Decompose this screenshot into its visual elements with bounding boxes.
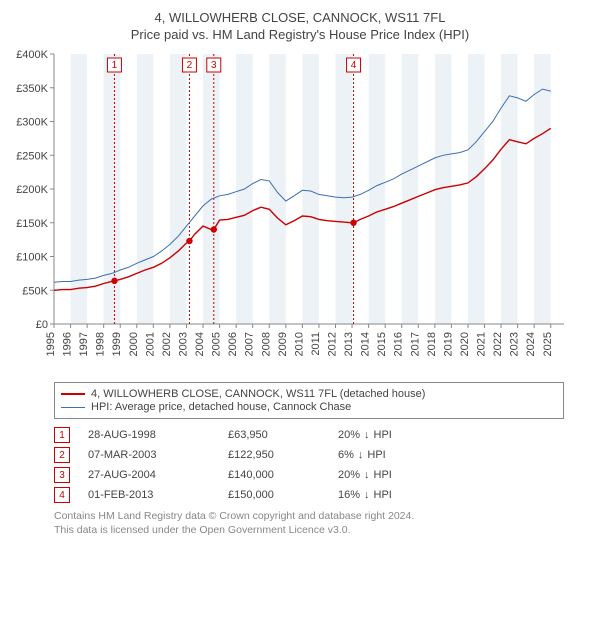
- chart-titles: 4, WILLOWHERB CLOSE, CANNOCK, WS11 7FL P…: [10, 10, 590, 42]
- svg-text:2010: 2010: [293, 332, 305, 356]
- legend: 4, WILLOWHERB CLOSE, CANNOCK, WS11 7FL (…: [54, 382, 564, 419]
- svg-text:2016: 2016: [393, 332, 405, 356]
- svg-text:£0: £0: [36, 319, 48, 331]
- arrow-down-icon: ↓: [358, 449, 364, 461]
- svg-text:2008: 2008: [260, 332, 272, 356]
- svg-text:2018: 2018: [426, 332, 438, 356]
- sale-marker-num: 1: [54, 427, 70, 443]
- sale-marker-num: 2: [54, 447, 70, 463]
- footer-line-2: This data is licensed under the Open Gov…: [54, 523, 564, 537]
- sale-marker-num: 3: [54, 467, 70, 483]
- svg-text:2024: 2024: [525, 332, 537, 356]
- legend-swatch: [61, 393, 85, 395]
- legend-swatch: [61, 407, 85, 408]
- chart: £0 £50K £100K £150K £200K £250K £300K £350K £400…: [10, 44, 590, 374]
- svg-text:2023: 2023: [509, 332, 521, 356]
- sale-date: 07-MAR-2003: [88, 449, 228, 461]
- sale-price: £122,950: [228, 449, 338, 461]
- title-subtitle: Price paid vs. HM Land Registry's House …: [10, 27, 590, 42]
- svg-text:2021: 2021: [476, 332, 488, 356]
- chart-container: { "titles": { "line1": "4, WILLOWHERB CL…: [0, 0, 600, 547]
- sales-row: 1 28-AUG-1998£63,95020% ↓ HPI: [54, 427, 564, 443]
- svg-text:2006: 2006: [227, 332, 239, 356]
- sale-date: 01-FEB-2013: [88, 489, 228, 501]
- svg-text:2022: 2022: [492, 332, 504, 356]
- legend-label: HPI: Average price, detached house, Cann…: [91, 401, 351, 413]
- svg-text:2000: 2000: [128, 332, 140, 356]
- svg-text:1999: 1999: [111, 332, 123, 356]
- svg-text:£350K: £350K: [16, 83, 48, 95]
- svg-text:2003: 2003: [177, 332, 189, 356]
- arrow-down-icon: ↓: [364, 429, 370, 441]
- svg-text:3: 3: [211, 60, 217, 71]
- sale-delta: 20% ↓ HPI: [338, 429, 448, 441]
- svg-text:2020: 2020: [459, 332, 471, 356]
- sales-row: 3 27-AUG-2004£140,00020% ↓ HPI: [54, 467, 564, 483]
- sale-date: 27-AUG-2004: [88, 469, 228, 481]
- svg-text:2: 2: [187, 60, 193, 71]
- svg-text:2014: 2014: [360, 332, 372, 356]
- svg-text:£150K: £150K: [16, 218, 48, 230]
- svg-text:2007: 2007: [244, 332, 256, 356]
- attribution: Contains HM Land Registry data © Crown c…: [54, 509, 564, 537]
- sales-row: 4 01-FEB-2013£150,00016% ↓ HPI: [54, 487, 564, 503]
- svg-text:2012: 2012: [326, 332, 338, 356]
- svg-text:£300K: £300K: [16, 117, 48, 129]
- legend-item: 4, WILLOWHERB CLOSE, CANNOCK, WS11 7FL (…: [61, 388, 557, 400]
- svg-text:1: 1: [112, 60, 118, 71]
- legend-item: HPI: Average price, detached house, Cann…: [61, 401, 557, 413]
- svg-text:2019: 2019: [442, 332, 454, 356]
- svg-text:4: 4: [351, 60, 357, 71]
- svg-text:£250K: £250K: [16, 150, 48, 162]
- svg-text:2005: 2005: [211, 332, 223, 356]
- arrow-down-icon: ↓: [364, 469, 370, 481]
- title-address: 4, WILLOWHERB CLOSE, CANNOCK, WS11 7FL: [10, 10, 590, 25]
- svg-text:2017: 2017: [409, 332, 421, 356]
- sales-row: 2 07-MAR-2003£122,9506% ↓ HPI: [54, 447, 564, 463]
- svg-text:2009: 2009: [277, 332, 289, 356]
- chart-svg: £0 £50K £100K £150K £200K £250K £300K £350K £400…: [10, 44, 570, 374]
- arrow-down-icon: ↓: [364, 489, 370, 501]
- sale-price: £140,000: [228, 469, 338, 481]
- svg-text:£100K: £100K: [16, 252, 48, 264]
- svg-text:2004: 2004: [194, 332, 206, 356]
- sale-delta: 16% ↓ HPI: [338, 489, 448, 501]
- footer-line-1: Contains HM Land Registry data © Crown c…: [54, 509, 564, 523]
- svg-text:2002: 2002: [161, 332, 173, 356]
- sale-delta: 6% ↓ HPI: [338, 449, 448, 461]
- legend-label: 4, WILLOWHERB CLOSE, CANNOCK, WS11 7FL (…: [91, 388, 425, 400]
- svg-text:£200K: £200K: [16, 184, 48, 196]
- svg-text:1997: 1997: [78, 332, 90, 356]
- svg-text:2015: 2015: [376, 332, 388, 356]
- sale-price: £63,950: [228, 429, 338, 441]
- sale-marker-num: 4: [54, 487, 70, 503]
- svg-text:1998: 1998: [95, 332, 107, 356]
- sale-delta: 20% ↓ HPI: [338, 469, 448, 481]
- svg-text:2001: 2001: [144, 332, 156, 356]
- sale-date: 28-AUG-1998: [88, 429, 228, 441]
- svg-text:1995: 1995: [45, 332, 57, 356]
- svg-text:£50K: £50K: [22, 285, 48, 297]
- svg-text:2011: 2011: [310, 332, 322, 356]
- svg-text:£400K: £400K: [16, 49, 48, 61]
- svg-text:2013: 2013: [343, 332, 355, 356]
- sales-table: 128-AUG-1998£63,95020% ↓ HPI207-MAR-2003…: [54, 427, 564, 503]
- svg-text:1996: 1996: [62, 332, 74, 356]
- svg-text:2025: 2025: [542, 332, 554, 356]
- sale-price: £150,000: [228, 489, 338, 501]
